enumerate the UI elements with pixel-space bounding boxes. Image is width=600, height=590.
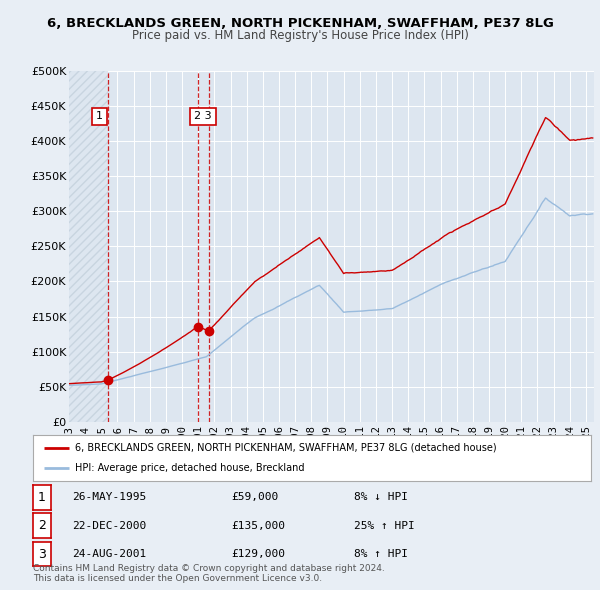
Bar [69,71,108,422]
Text: 22-DEC-2000: 22-DEC-2000 [72,521,146,530]
Text: Price paid vs. HM Land Registry's House Price Index (HPI): Price paid vs. HM Land Registry's House … [131,30,469,42]
Text: 24-AUG-2001: 24-AUG-2001 [72,549,146,559]
Text: 6, BRECKLANDS GREEN, NORTH PICKENHAM, SWAFFHAM, PE37 8LG (detached house): 6, BRECKLANDS GREEN, NORTH PICKENHAM, SW… [75,442,496,453]
Text: Contains HM Land Registry data © Crown copyright and database right 2024.
This d: Contains HM Land Registry data © Crown c… [33,563,385,583]
Text: 8% ↑ HPI: 8% ↑ HPI [354,549,408,559]
Text: 1: 1 [96,112,103,122]
Text: 2: 2 [38,519,46,532]
Text: £135,000: £135,000 [231,521,285,530]
Text: 8% ↓ HPI: 8% ↓ HPI [354,493,408,502]
Text: 1: 1 [38,491,46,504]
Bar [69,71,108,422]
Text: 2 3: 2 3 [194,112,212,122]
Text: 25% ↑ HPI: 25% ↑ HPI [354,521,415,530]
Text: 3: 3 [38,548,46,560]
Text: 6, BRECKLANDS GREEN, NORTH PICKENHAM, SWAFFHAM, PE37 8LG: 6, BRECKLANDS GREEN, NORTH PICKENHAM, SW… [47,17,553,30]
Text: £59,000: £59,000 [231,493,278,502]
Text: 26-MAY-1995: 26-MAY-1995 [72,493,146,502]
Text: £129,000: £129,000 [231,549,285,559]
Text: HPI: Average price, detached house, Breckland: HPI: Average price, detached house, Brec… [75,463,304,473]
